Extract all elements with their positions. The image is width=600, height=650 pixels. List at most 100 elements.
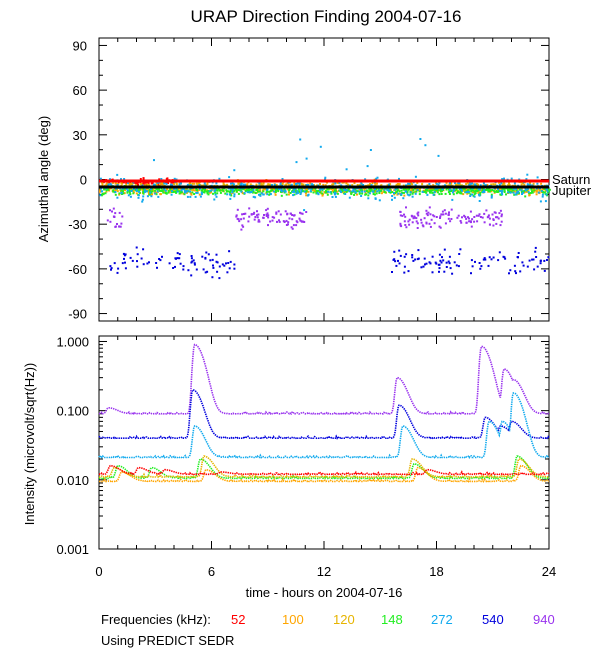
azimuth-point-940 — [290, 226, 293, 229]
azimuth-point-272 — [355, 187, 358, 190]
azimuth-point-100 — [190, 193, 193, 196]
azimuth-point-940 — [266, 212, 269, 215]
azimuth-point-120 — [284, 184, 287, 187]
azimuth-point-148 — [524, 195, 527, 198]
azimuth-point-272 — [333, 191, 336, 194]
azimuth-point-148 — [469, 188, 472, 191]
azimuth-point-120 — [369, 183, 371, 186]
azimuth-point-272 — [324, 176, 327, 179]
azimuth-point-120 — [195, 182, 198, 185]
azimuth-point-940 — [240, 228, 243, 231]
azimuth-point-148 — [112, 190, 115, 193]
azimuth-point-940 — [235, 214, 238, 217]
azimuth-point-148 — [283, 188, 286, 191]
azimuth-point-940 — [112, 207, 115, 210]
azimuth-point-272 — [231, 191, 234, 194]
azimuth-point-540 — [434, 261, 437, 264]
azimuth-point-540 — [543, 259, 546, 262]
azimuth-point-100 — [293, 183, 296, 186]
azimuth-point-540 — [423, 257, 426, 260]
azimuth-point-540 — [124, 267, 127, 270]
azimuth-point-540 — [190, 274, 193, 277]
azimuth-point-540 — [440, 261, 443, 264]
azimuth-point-148 — [324, 191, 327, 194]
azimuth-point-148 — [251, 188, 253, 191]
azimuth-point-100 — [397, 183, 399, 185]
azimuth-point-540 — [474, 260, 476, 263]
azimuth-point-540 — [534, 246, 537, 249]
azimuth-point-272 — [478, 200, 481, 202]
azimuth-point-540 — [187, 269, 190, 272]
azimuth-point-540 — [158, 258, 161, 260]
azimuth-point-148 — [470, 189, 473, 192]
azimuth-point-940 — [120, 222, 123, 225]
azimuth-point-940 — [279, 213, 282, 216]
azimuth-point-540 — [192, 259, 195, 262]
azimuth-point-540 — [391, 271, 393, 273]
azimuth-point-272 — [203, 182, 206, 185]
azimuth-point-272 — [127, 194, 130, 197]
azimuth-point-940 — [439, 215, 442, 218]
azimuth-point-148 — [221, 188, 224, 191]
azimuth-point-272 — [182, 188, 185, 191]
azimuth-point-148 — [412, 191, 415, 194]
intensity-series-120 — [98, 455, 550, 479]
azimuth-point-148 — [499, 193, 502, 196]
intensity-series-540 — [98, 388, 550, 440]
azimuth-point-100 — [304, 192, 307, 195]
azimuth-point-120 — [281, 183, 284, 185]
azimuth-point-272 — [163, 188, 166, 191]
azimuth-point-148 — [543, 191, 546, 194]
azimuth-point-120 — [161, 183, 164, 186]
azimuth-point-272 — [376, 176, 379, 179]
azimuth-point-120 — [501, 183, 504, 186]
azimuth-point-540 — [142, 248, 145, 251]
azimuth-point-120 — [445, 181, 448, 184]
azimuth-point-540 — [205, 251, 208, 254]
azimuth-point-148 — [367, 191, 370, 194]
azimuth-point-540 — [215, 260, 218, 263]
azimuth-point-272 — [414, 175, 417, 178]
azimuth-point-940 — [266, 207, 269, 210]
azimuth-point-148 — [268, 190, 271, 193]
azimuth-point-540 — [515, 272, 517, 275]
azimuth-point-148 — [298, 190, 301, 193]
azimuth-point-272 — [116, 196, 119, 199]
azimuth-point-100 — [336, 190, 338, 193]
azimuth-point-940 — [301, 220, 303, 223]
azimuth-point-272 — [299, 138, 302, 141]
azimuth-point-52 — [158, 178, 161, 181]
azimuth-point-940 — [278, 219, 280, 222]
azimuth-point-540 — [521, 261, 524, 264]
azimuth-point-272 — [141, 200, 144, 203]
azimuth-point-148 — [235, 190, 238, 193]
azimuth-point-272 — [404, 190, 407, 193]
azimuth-point-148 — [312, 191, 315, 194]
azimuth-point-148 — [361, 192, 364, 195]
azimuth-point-272 — [537, 191, 540, 194]
azimuth-point-940 — [479, 216, 482, 218]
azimuth-point-272 — [498, 184, 501, 186]
azimuth-point-148 — [172, 191, 175, 193]
azimuth-point-940 — [450, 208, 453, 211]
azimuth-point-120 — [140, 183, 143, 186]
azimuth-point-540 — [442, 259, 445, 262]
azimuth-point-940 — [253, 211, 256, 214]
azimuth-point-540 — [459, 248, 462, 251]
azimuth-point-148 — [405, 188, 408, 191]
azimuth-point-940 — [236, 217, 239, 220]
azimuth-point-272 — [309, 190, 312, 193]
azimuth-point-540 — [403, 255, 406, 258]
azimuth-point-540 — [204, 271, 207, 274]
azimuth-point-148 — [321, 192, 324, 195]
azimuth-point-148 — [469, 193, 472, 196]
azimuth-point-148 — [265, 191, 268, 194]
azimuth-point-940 — [471, 218, 474, 221]
azimuth-point-148 — [254, 192, 257, 194]
azimuth-point-272 — [240, 182, 243, 185]
azimuth-point-272 — [137, 196, 140, 199]
azimuth-point-148 — [205, 190, 208, 193]
azimuth-point-120 — [351, 184, 354, 187]
azimuth-point-148 — [433, 188, 436, 191]
azimuth-point-940 — [408, 218, 411, 221]
